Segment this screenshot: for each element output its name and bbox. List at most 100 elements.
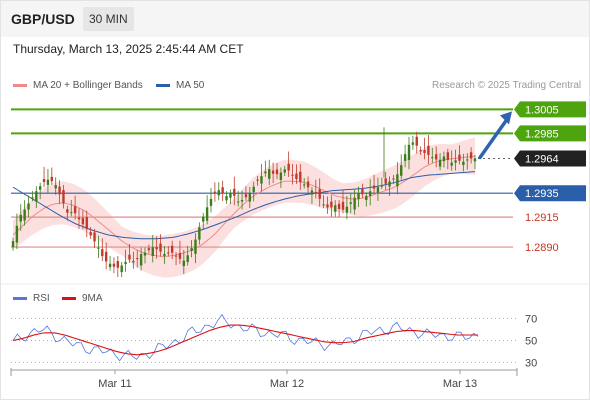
candle-body — [151, 247, 154, 256]
legend-swatch-ma50 — [156, 83, 170, 87]
candle-body — [415, 136, 418, 146]
candle-body — [396, 174, 399, 187]
price-badge-1.3005 — [514, 101, 586, 118]
candle-body — [229, 193, 232, 198]
forecast-arrow-shaft — [478, 117, 509, 160]
candle-body — [372, 185, 376, 189]
candle-body — [275, 169, 279, 175]
candle-body — [38, 186, 42, 190]
candle-body — [310, 190, 314, 195]
candle-body — [388, 181, 391, 187]
candle-body — [419, 150, 422, 152]
candle-body — [376, 187, 380, 193]
candle-body — [42, 179, 46, 183]
candle-body — [411, 142, 415, 145]
candle-body — [248, 193, 252, 202]
legend-ma50: MA 50 — [156, 80, 204, 91]
candle-body — [225, 196, 228, 201]
candle-body — [322, 204, 325, 206]
candle-body — [330, 201, 333, 208]
x-tick-label: Mar 11 — [98, 378, 131, 390]
legend-label-ma50: MA 50 — [176, 80, 205, 91]
legend-swatch-9ma — [62, 296, 76, 300]
legend-label-9ma: 9MA — [82, 293, 103, 304]
candle-body — [442, 156, 446, 162]
candle-body — [283, 169, 286, 173]
candle-body — [178, 252, 182, 259]
candle-body — [143, 252, 147, 256]
legend-label-ma20: MA 20 + Bollinger Bands — [33, 80, 143, 91]
candle-body — [318, 189, 321, 199]
candle-body — [73, 206, 77, 214]
candle-body — [454, 160, 457, 163]
candle-body — [19, 214, 22, 222]
candle-body — [77, 217, 81, 220]
candle-body — [93, 232, 96, 242]
candle-body — [380, 185, 384, 187]
price-label-1.2985: 1.2985 — [525, 128, 559, 140]
candle-body — [423, 149, 426, 153]
candle-body — [299, 171, 302, 183]
legend-label-rsi: RSI — [33, 293, 50, 304]
candle-body — [147, 248, 151, 251]
candle-body — [54, 185, 57, 189]
candle-body — [167, 252, 170, 254]
legend-rsi: RSI — [13, 293, 50, 304]
candle-body — [256, 179, 259, 181]
candle-body — [361, 188, 364, 195]
candle-body — [295, 173, 298, 179]
price-label-1.2935: 1.2935 — [525, 188, 559, 200]
candle-body — [209, 198, 213, 206]
price-label-1.2964: 1.2964 — [525, 153, 559, 165]
candle-body — [70, 212, 73, 214]
candle-body — [334, 205, 337, 212]
candle-body — [462, 161, 465, 166]
price-label-1.2890: 1.2890 — [525, 242, 559, 254]
candle-body — [124, 261, 127, 265]
candle-body — [31, 197, 34, 199]
candle-body — [469, 152, 473, 159]
candle-body — [128, 254, 131, 260]
candle-body — [35, 191, 38, 202]
candle-body — [244, 194, 248, 198]
candle-body — [403, 154, 407, 161]
candle-body — [194, 239, 197, 254]
candle-body — [62, 190, 65, 204]
candle-body — [112, 263, 116, 267]
candle-body — [27, 203, 30, 210]
candle-body — [434, 154, 438, 160]
candle-body — [473, 158, 477, 162]
candle-body — [353, 197, 356, 210]
legend-9ma: 9MA — [62, 293, 103, 304]
price-badge-1.2935 — [514, 185, 586, 202]
candle-body — [159, 243, 162, 252]
symbol-label: GBP/USD — [11, 11, 75, 27]
candle-body — [271, 170, 275, 174]
candle-body — [349, 202, 352, 204]
rsi-tick-label: 50 — [525, 336, 537, 348]
candle-body — [407, 144, 411, 160]
legend-swatch-ma20 — [13, 83, 27, 87]
rsi-tick-label: 30 — [525, 358, 537, 370]
candle-body — [182, 260, 186, 267]
candle-body — [190, 248, 193, 251]
candle-body — [108, 263, 112, 268]
candle-body — [306, 181, 310, 188]
candle-body — [252, 186, 255, 193]
candle-body — [450, 162, 453, 166]
candle-body — [314, 191, 318, 194]
candle-body — [163, 253, 166, 256]
candle-body — [392, 178, 395, 180]
candle-body — [97, 247, 100, 249]
copyright-text: Research © 2025 Trading Central — [432, 80, 582, 91]
candle-body — [120, 265, 123, 273]
candle-body — [174, 255, 178, 257]
candle-body — [240, 199, 244, 202]
candle-body — [170, 245, 174, 253]
bollinger-band — [13, 137, 475, 278]
timestamp-label: Thursday, March 13, 2025 2:45:44 AM CET — [13, 42, 244, 56]
timeframe-button[interactable]: 30 MIN — [83, 7, 134, 31]
candle-body — [104, 251, 108, 262]
candle-body — [458, 154, 461, 161]
